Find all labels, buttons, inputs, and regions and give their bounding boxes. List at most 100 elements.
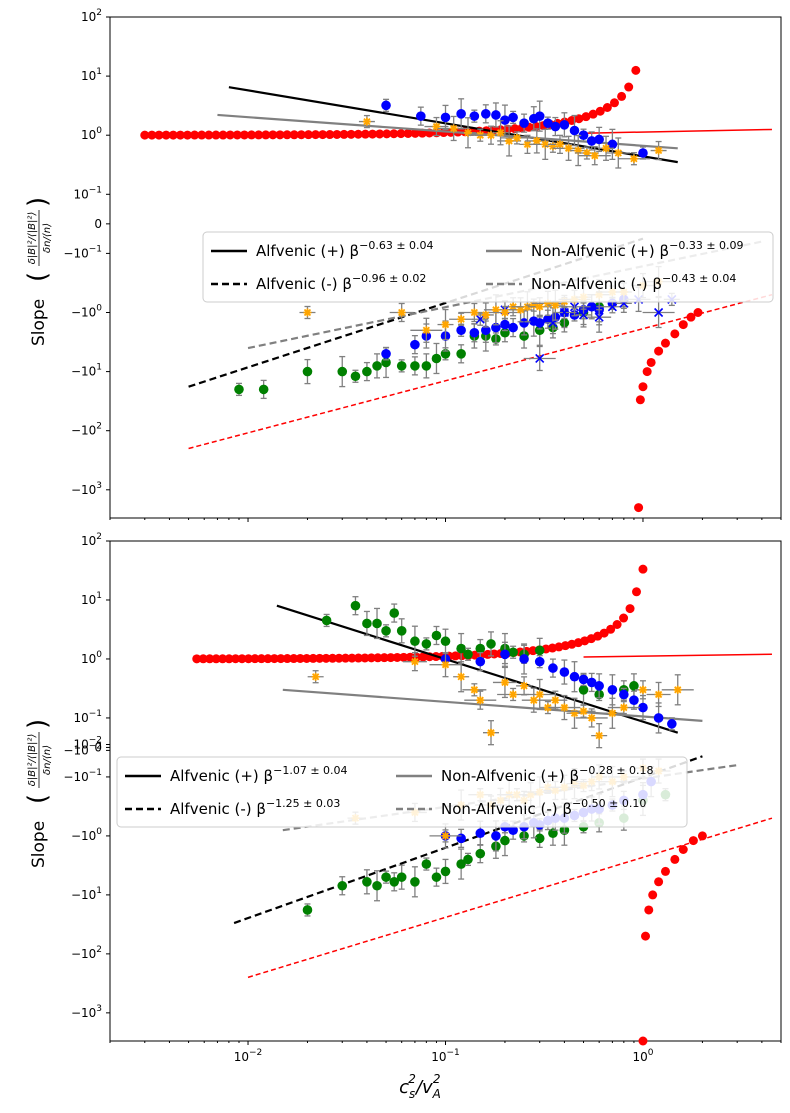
data-point	[440, 866, 451, 877]
data-point-core	[488, 133, 494, 138]
data-point	[410, 339, 420, 350]
legend-label: Non-Alfvenic (+) β−0.33 ± 0.09	[531, 239, 744, 260]
data-point	[421, 361, 432, 371]
theory-plus-point	[353, 129, 363, 139]
data-point	[456, 349, 466, 359]
theory-minus-point	[688, 836, 698, 846]
theory-minus-point	[660, 866, 670, 876]
theory-plus-point	[631, 65, 641, 75]
theory-plus-point	[295, 653, 305, 663]
theory-minus-point	[642, 367, 652, 377]
data-point	[500, 649, 510, 660]
theory-plus-point	[303, 130, 313, 140]
theory-plus-point	[224, 654, 234, 664]
paren-right: )	[23, 719, 53, 729]
data-point	[431, 630, 442, 641]
fit-line-theory-minus	[188, 293, 773, 450]
theory-plus-point	[239, 130, 249, 140]
data-point-core	[656, 692, 661, 697]
data-point	[534, 656, 545, 667]
data-point-core	[424, 328, 429, 333]
data-point	[372, 880, 382, 891]
y-tick-label: −103	[71, 1004, 102, 1020]
data-point	[440, 112, 451, 123]
theory-minus-point	[635, 395, 645, 405]
data-point	[350, 600, 361, 611]
theory-plus-point	[346, 129, 356, 139]
data-point	[519, 318, 529, 328]
data-point	[362, 877, 372, 887]
data-point	[508, 647, 518, 658]
legend-box	[202, 231, 774, 303]
data-point	[607, 302, 617, 312]
data-point	[607, 139, 618, 150]
data-point-core	[525, 142, 530, 147]
theory-plus-point	[328, 653, 338, 663]
data-point-core	[550, 144, 556, 149]
theory-minus-point	[678, 320, 688, 330]
data-point	[456, 833, 466, 844]
theory-plus-point	[154, 130, 164, 140]
y-tick-label: 102	[81, 8, 102, 24]
series-blue-plus	[381, 98, 648, 161]
theory-plus-point	[375, 129, 385, 139]
theory-plus-point	[403, 128, 413, 138]
theory-plus-point	[410, 128, 420, 138]
y-tick-label: 10−1	[73, 709, 102, 725]
theory-plus-point	[161, 130, 171, 140]
data-point	[519, 331, 529, 341]
data-point-core	[616, 150, 621, 156]
theory-plus-point	[268, 130, 278, 140]
theory-plus-point	[232, 130, 242, 140]
data-point	[302, 905, 313, 915]
data-point-core	[675, 687, 680, 693]
data-point	[456, 325, 466, 336]
data-point	[381, 872, 391, 882]
data-point	[381, 100, 391, 111]
data-point	[629, 695, 639, 705]
theory-plus-point	[366, 653, 376, 663]
theory-plus-point	[632, 587, 642, 597]
legend-label: Alfvenic (+) β−0.63 ± 0.04	[256, 239, 434, 260]
data-point	[491, 831, 501, 841]
data-point-core	[502, 680, 508, 685]
legend-label: Non-Alfvenic (+) β−0.28 ± 0.18	[441, 764, 654, 785]
data-point	[534, 833, 545, 844]
y-tick-label: 10−1	[73, 185, 102, 201]
theory-plus-point	[250, 654, 260, 664]
y-tick-label: −10−1	[63, 768, 102, 784]
y-tick-label: 0	[94, 740, 102, 754]
data-point-core	[553, 302, 558, 308]
data-point	[362, 618, 372, 629]
data-point-core	[553, 697, 558, 703]
data-point-core	[458, 317, 464, 322]
y-tick-label: 100	[81, 650, 102, 666]
data-point	[481, 325, 491, 336]
data-point-core	[631, 156, 637, 161]
theory-plus-point	[302, 653, 312, 663]
data-point	[456, 859, 466, 869]
data-point	[469, 111, 480, 121]
theory-plus-point	[386, 653, 396, 663]
x-tick-label: 100	[632, 1048, 653, 1064]
theory-plus-point	[360, 653, 370, 663]
data-point	[586, 301, 597, 312]
data-point	[396, 626, 407, 636]
data-point-core	[576, 148, 581, 153]
theory-plus-point	[588, 109, 598, 119]
theory-minus-point	[638, 382, 648, 392]
data-point	[372, 618, 382, 629]
data-point	[337, 880, 348, 891]
data-point-core	[412, 659, 418, 664]
y-tick-label: −10−1	[63, 244, 102, 260]
y-tick-label: −101	[71, 363, 102, 379]
paren-left: (	[23, 272, 53, 282]
theory-minus-point	[654, 877, 664, 887]
paren-left: (	[23, 794, 53, 804]
series-green-plus	[321, 596, 639, 706]
data-point-core	[521, 683, 527, 689]
data-point	[456, 643, 466, 654]
theory-plus-point	[353, 653, 363, 663]
data-point-core	[603, 146, 609, 151]
